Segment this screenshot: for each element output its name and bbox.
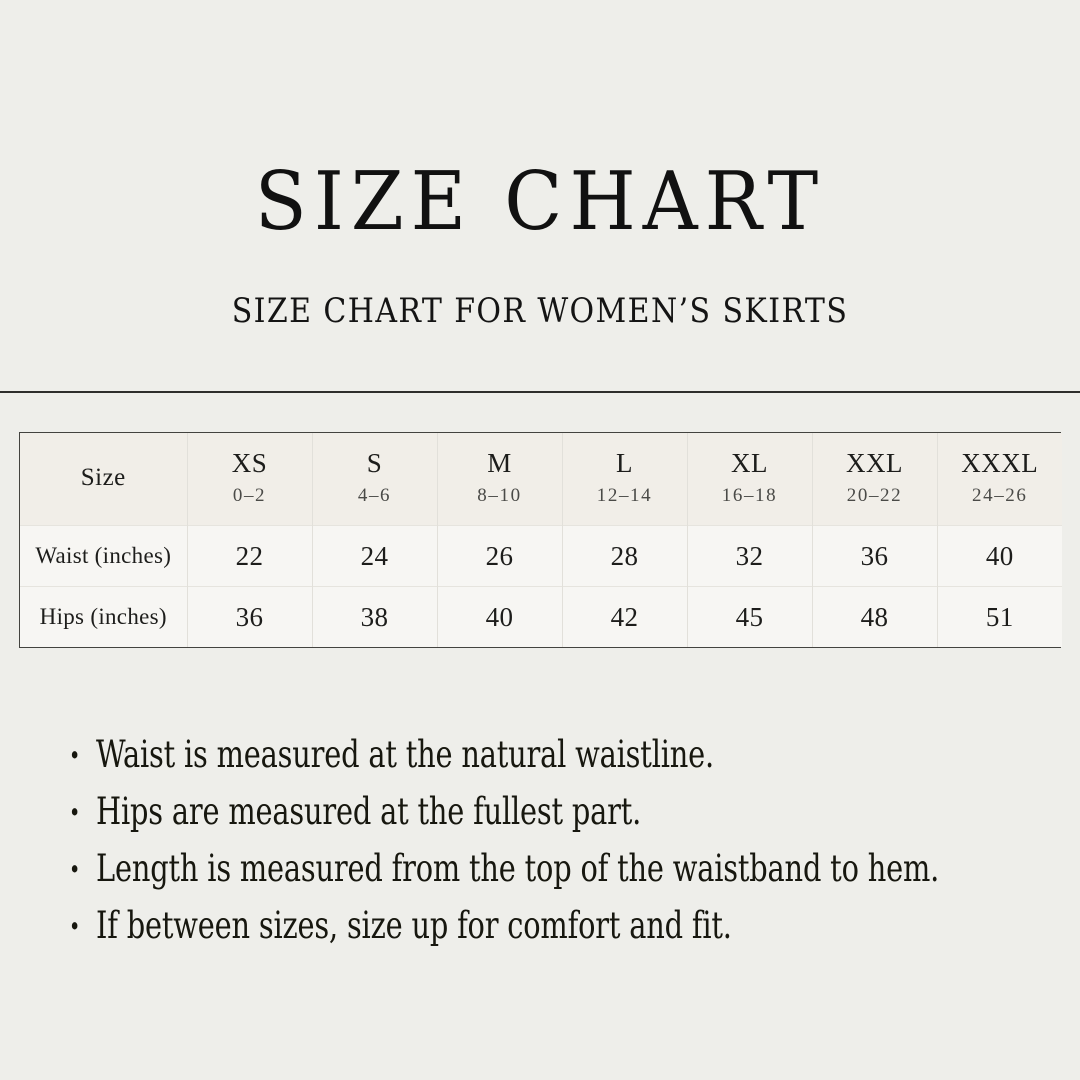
column-header-xl: XL 16–18 [686, 433, 812, 526]
size-label-l: L [616, 448, 633, 478]
row-label-waist: Waist (inches) [20, 525, 187, 587]
bullet-dot-icon [71, 808, 78, 816]
list-item: Length is measured from the top of the w… [70, 842, 963, 897]
size-range-xxxl: 24–26 [972, 485, 1028, 507]
bullet-dot-icon [71, 751, 78, 759]
waist-value-s: 24 [311, 525, 437, 587]
header-divider-rule [0, 391, 1080, 393]
waist-value-xl: 32 [686, 525, 812, 587]
list-item: Hips are measured at the fullest part. [70, 785, 963, 840]
hips-value-xxxl: 51 [936, 586, 1062, 648]
hips-value-m: 40 [436, 586, 562, 648]
table-row: Hips (inches) 36 38 40 42 45 48 51 [20, 586, 1062, 648]
list-item: If between sizes, size up for comfort an… [70, 899, 963, 954]
table-row: Waist (inches) 22 24 26 28 32 36 40 [20, 525, 1062, 587]
measurement-notes-list: Waist is measured at the natural waistli… [70, 728, 1030, 956]
size-table: Size XS 0–2 S 4–6 M 8–10 L 12–14 [20, 433, 1062, 648]
hips-value-xs: 36 [186, 586, 312, 648]
table-header-row: Size XS 0–2 S 4–6 M 8–10 L 12–14 [20, 433, 1062, 526]
size-range-xxl: 20–22 [846, 485, 903, 507]
waist-value-xs: 22 [186, 525, 312, 587]
hips-value-xxl: 48 [811, 586, 937, 648]
size-table-body: Waist (inches) 22 24 26 28 32 36 40 Hips… [20, 525, 1062, 648]
hips-value-l: 42 [561, 586, 687, 648]
bullet-dot-icon [71, 865, 78, 873]
size-table-container: Size XS 0–2 S 4–6 M 8–10 L 12–14 [19, 432, 1062, 649]
column-header-m: M 8–10 [436, 433, 562, 526]
column-header-xs: XS 0–2 [186, 433, 312, 526]
page-subtitle: SIZE CHART FOR WOMEN’S SKIRTS [231, 291, 849, 332]
waist-value-l: 28 [561, 525, 687, 587]
page-title: SIZE CHART [254, 153, 826, 249]
row-label-hips: Hips (inches) [20, 586, 187, 648]
waist-value-xxl: 36 [811, 525, 937, 587]
size-label-xl: XL [731, 448, 768, 478]
list-item: Waist is measured at the natural waistli… [70, 728, 963, 783]
note-text: Hips are measured at the fullest part. [96, 789, 642, 834]
size-range-xl: 16–18 [721, 485, 778, 507]
size-label-xxl: XXL [846, 448, 903, 478]
size-range-m: 8–10 [477, 485, 522, 507]
bullet-dot-icon [71, 922, 78, 930]
size-label-m: M [487, 448, 512, 478]
waist-value-m: 26 [436, 525, 562, 587]
size-table-head: Size XS 0–2 S 4–6 M 8–10 L 12–14 [20, 433, 1062, 526]
hips-value-xl: 45 [686, 586, 812, 648]
column-header-s: S 4–6 [311, 433, 437, 526]
waist-value-xxxl: 40 [936, 525, 1062, 587]
size-label-s: S [366, 448, 383, 478]
header-block: SIZE CHART SIZE CHART FOR WOMEN’S SKIRTS [0, 0, 1080, 329]
column-header-xxxl: XXXL 24–26 [936, 433, 1062, 526]
column-header-l: L 12–14 [561, 433, 687, 526]
note-text: Waist is measured at the natural waistli… [96, 732, 715, 777]
size-range-s: 4–6 [357, 485, 392, 507]
column-header-size: Size [20, 433, 187, 526]
note-text: Length is measured from the top of the w… [96, 846, 940, 891]
size-range-xs: 0–2 [232, 485, 267, 507]
hips-value-s: 38 [311, 586, 437, 648]
size-range-l: 12–14 [596, 485, 653, 507]
note-text: If between sizes, size up for comfort an… [96, 903, 732, 948]
size-label-xs: XS [231, 448, 268, 478]
size-label-xxxl: XXXL [961, 448, 1039, 478]
column-header-xxl: XXL 20–22 [811, 433, 937, 526]
